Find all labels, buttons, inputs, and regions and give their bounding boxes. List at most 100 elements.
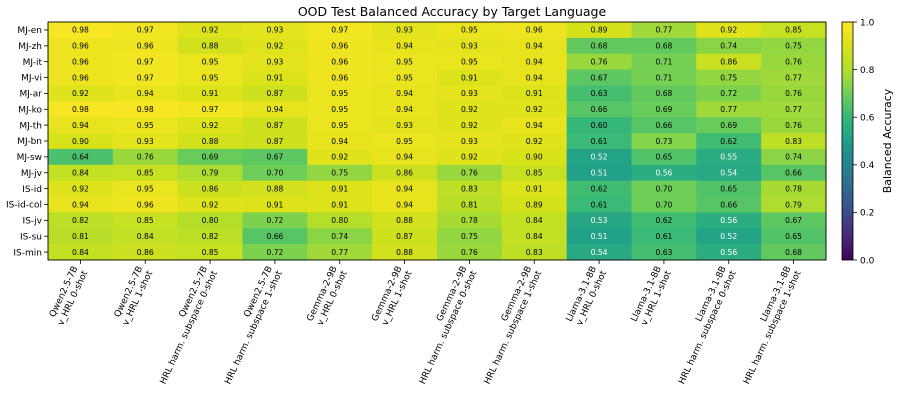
- heatmap-cell: [48, 196, 114, 213]
- column-label: Qwen2.5-7Bv_HRL 1-shot: [113, 265, 156, 327]
- heatmap-cell: [112, 148, 179, 166]
- cell-value-label: 0.90: [526, 153, 543, 162]
- cell-value-label: 0.68: [591, 42, 608, 51]
- row-label: MJ-jv: [21, 169, 43, 179]
- heatmap-cell: [48, 117, 114, 134]
- cell-value-label: 0.79: [202, 169, 219, 178]
- heatmap-cell: [566, 117, 632, 134]
- cell-value-label: 0.96: [331, 73, 348, 82]
- heatmap-cell: [761, 101, 827, 118]
- heatmap-cell: [761, 148, 827, 166]
- heatmap-cell: [307, 22, 373, 39]
- heatmap-cell: [48, 133, 114, 150]
- heatmap-cell: [307, 148, 373, 166]
- heatmap-cell: [372, 117, 438, 134]
- heatmap-cell: [48, 244, 114, 261]
- cell-value-label: 0.75: [461, 232, 478, 241]
- cell-value-label: 0.86: [396, 169, 413, 178]
- cell-value-label: 0.93: [396, 26, 413, 35]
- heatmap-cell: [177, 69, 243, 86]
- heatmap-cell: [372, 212, 438, 229]
- row-label: IS-min: [13, 248, 42, 258]
- cell-value-label: 0.86: [720, 57, 737, 66]
- cell-value-label: 0.65: [655, 153, 672, 162]
- cell-value-label: 0.77: [785, 73, 802, 82]
- cell-value-label: 0.76: [785, 89, 802, 98]
- cell-value-label: 0.95: [396, 137, 413, 146]
- cell-value-label: 0.64: [72, 153, 89, 162]
- column-label: Qwen2.5-7Bv_HRL 0-shot: [48, 265, 91, 327]
- heatmap-cell: [501, 196, 568, 213]
- heatmap-cell: [112, 133, 179, 150]
- heatmap-cell: [501, 180, 568, 197]
- cell-value-label: 0.96: [331, 42, 348, 51]
- heatmap-cell: [566, 101, 632, 118]
- heatmap-cell: [242, 101, 308, 118]
- heatmap-cell: [696, 22, 762, 39]
- cell-value-label: 0.81: [72, 232, 89, 241]
- colorbar: 0.0 0.2 0.4 0.6 0.8 1.0: [841, 18, 875, 266]
- cell-value-label: 0.97: [137, 73, 154, 82]
- colorbar-tick-label: 0.4: [860, 161, 875, 171]
- heatmap-cell: [566, 69, 632, 86]
- cell-value-label: 0.96: [72, 57, 89, 66]
- heatmap-cell: [372, 53, 438, 70]
- chart-title: OOD Test Balanced Accuracy by Target Lan…: [298, 4, 607, 19]
- heatmap-cell: [501, 101, 568, 118]
- heatmap-cell: [631, 101, 697, 118]
- row-label: MJ-bn: [17, 137, 42, 147]
- heatmap-cell: [177, 22, 243, 39]
- heatmap-cell: [631, 133, 697, 150]
- cell-value-label: 0.94: [396, 200, 413, 209]
- heatmap-cell: [242, 180, 308, 197]
- cell-value-label: 0.91: [266, 200, 283, 209]
- heatmap-cell: [112, 37, 179, 55]
- cell-value-label: 0.93: [137, 137, 154, 146]
- cell-value-label: 0.80: [202, 216, 219, 225]
- cell-value-label: 0.98: [72, 105, 89, 114]
- cell-value-label: 0.92: [526, 137, 543, 146]
- heatmap-cell: [177, 148, 243, 166]
- cell-value-label: 0.62: [655, 216, 672, 225]
- heatmap-cell: [112, 69, 179, 86]
- cell-value-label: 0.67: [785, 216, 802, 225]
- row-label: MJ-th: [19, 121, 42, 131]
- cell-value-label: 0.80: [331, 216, 348, 225]
- cell-value-label: 0.85: [785, 26, 802, 35]
- cell-value-label: 0.94: [526, 57, 543, 66]
- heatmap-cell: [437, 53, 503, 70]
- heatmap-cell: [177, 53, 243, 70]
- cell-value-label: 0.51: [591, 169, 608, 178]
- cell-value-label: 0.52: [720, 232, 737, 241]
- row-label: IS-id-col: [6, 201, 42, 211]
- row-label: IS-jv: [23, 217, 43, 227]
- heatmap-cell: [761, 244, 827, 261]
- heatmap-cell: [761, 212, 827, 229]
- heatmap-cell: [501, 148, 568, 166]
- cell-value-label: 0.94: [72, 121, 89, 130]
- cell-value-label: 0.89: [591, 26, 608, 35]
- cell-value-label: 0.61: [591, 137, 608, 146]
- heatmap-cell: [242, 69, 308, 86]
- cell-value-label: 0.88: [202, 137, 219, 146]
- cell-value-label: 0.72: [266, 248, 283, 257]
- heatmap-cell: [307, 196, 373, 213]
- cell-value-label: 0.97: [137, 26, 154, 35]
- heatmap-cell: [177, 164, 243, 182]
- heatmap-cell: [372, 69, 438, 86]
- heatmap-cell: [307, 69, 373, 86]
- cell-value-label: 0.65: [720, 184, 737, 193]
- heatmap-cell: [307, 117, 373, 134]
- cell-value-label: 0.70: [655, 184, 672, 193]
- cell-value-label: 0.56: [720, 216, 737, 225]
- cell-value-label: 0.95: [461, 57, 478, 66]
- heatmap-cell: [242, 85, 308, 102]
- cell-value-label: 0.87: [266, 89, 283, 98]
- cell-value-label: 0.68: [655, 89, 672, 98]
- heatmap-cell: [566, 133, 632, 150]
- cell-value-label: 0.93: [461, 137, 478, 146]
- cell-value-label: 0.94: [331, 137, 348, 146]
